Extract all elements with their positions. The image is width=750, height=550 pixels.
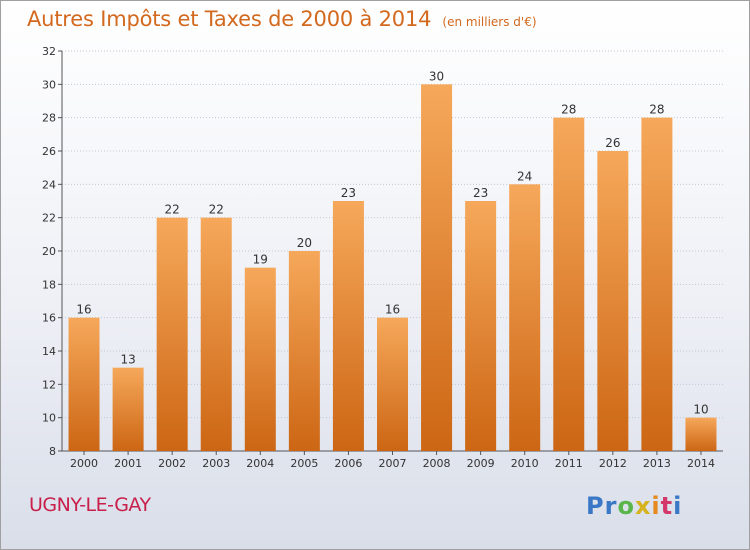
bars: [68, 84, 717, 452]
data-label: 19: [253, 253, 268, 267]
data-label: 28: [561, 103, 576, 117]
x-tick-label: 2004: [246, 457, 274, 470]
logo-letter: P: [586, 492, 605, 520]
bar: [553, 117, 585, 452]
data-label: 22: [209, 203, 224, 217]
bar: [112, 367, 144, 451]
data-label: 28: [649, 103, 664, 117]
bar: [200, 217, 232, 451]
y-tick-label: 10: [42, 412, 56, 425]
logo-letter: i: [651, 492, 661, 520]
x-tick-label: 2010: [511, 457, 539, 470]
bar: [377, 317, 408, 451]
labels: 8 10 12 14 16 18 20 22 24 26 28 30 32 16 2000 13 2001 22 2…: [42, 45, 715, 470]
y-tick-label: 28: [42, 112, 56, 125]
title-unit: (en milliers d'€): [442, 15, 537, 29]
bar: [332, 201, 364, 451]
bar: [421, 84, 453, 451]
x-tick-label: 2014: [687, 457, 715, 470]
x-tick-label: 2006: [334, 457, 362, 470]
data-label: 16: [385, 303, 400, 317]
x-tick-label: 2011: [555, 457, 583, 470]
x-tick-label: 2003: [202, 457, 230, 470]
logo-letter: t: [660, 492, 674, 520]
bar: [156, 217, 188, 451]
y-tick-label: 32: [42, 45, 56, 58]
logo-letter: x: [634, 492, 652, 520]
commune-name: UGNY-LE-GAY: [29, 494, 151, 516]
x-tick-label: 2000: [70, 457, 98, 470]
x-tick-label: 2007: [379, 457, 407, 470]
data-label: 23: [473, 186, 488, 200]
chart-title: Autres Impôts et Taxes de 2000 à 2014 (e…: [27, 7, 537, 31]
y-tick-label: 18: [42, 278, 56, 291]
data-label: 23: [341, 186, 356, 200]
y-tick-label: 20: [42, 245, 56, 258]
data-label: 30: [429, 69, 444, 83]
x-tick-label: 2005: [290, 457, 318, 470]
x-tick-label: 2002: [158, 457, 186, 470]
bar: [465, 201, 497, 451]
y-tick-label: 16: [42, 312, 56, 325]
bar: [685, 417, 717, 451]
bar: [244, 267, 276, 451]
bar: [641, 117, 673, 452]
bar: [288, 251, 320, 451]
x-tick-label: 2009: [467, 457, 495, 470]
data-label: 13: [120, 353, 135, 367]
data-label: 20: [297, 236, 312, 250]
y-tick-label: 8: [49, 445, 56, 458]
y-tick-label: 30: [42, 78, 56, 91]
y-tick-label: 12: [42, 378, 56, 391]
y-tick-label: 24: [42, 178, 56, 191]
title-main: Autres Impôts et Taxes de 2000 à 2014: [27, 7, 432, 31]
x-tick-label: 2013: [643, 457, 671, 470]
logo-letter: o: [617, 492, 635, 520]
data-label: 22: [165, 203, 180, 217]
bar: [597, 151, 629, 451]
data-label: 16: [76, 303, 91, 317]
data-label: 10: [693, 403, 708, 417]
logo-letter: r: [604, 492, 618, 520]
y-tick-label: 26: [42, 145, 56, 158]
y-tick-label: 22: [42, 212, 56, 225]
x-tick-label: 2001: [114, 457, 142, 470]
x-tick-label: 2008: [423, 457, 451, 470]
data-label: 24: [517, 169, 532, 183]
bar: [68, 317, 100, 451]
y-tick-label: 14: [42, 345, 56, 358]
bar: [509, 184, 541, 452]
proxiti-logo[interactable]: Proxiti: [586, 492, 682, 520]
data-label: 26: [605, 136, 620, 150]
logo-letter: i: [673, 492, 683, 520]
x-tick-label: 2012: [599, 457, 627, 470]
